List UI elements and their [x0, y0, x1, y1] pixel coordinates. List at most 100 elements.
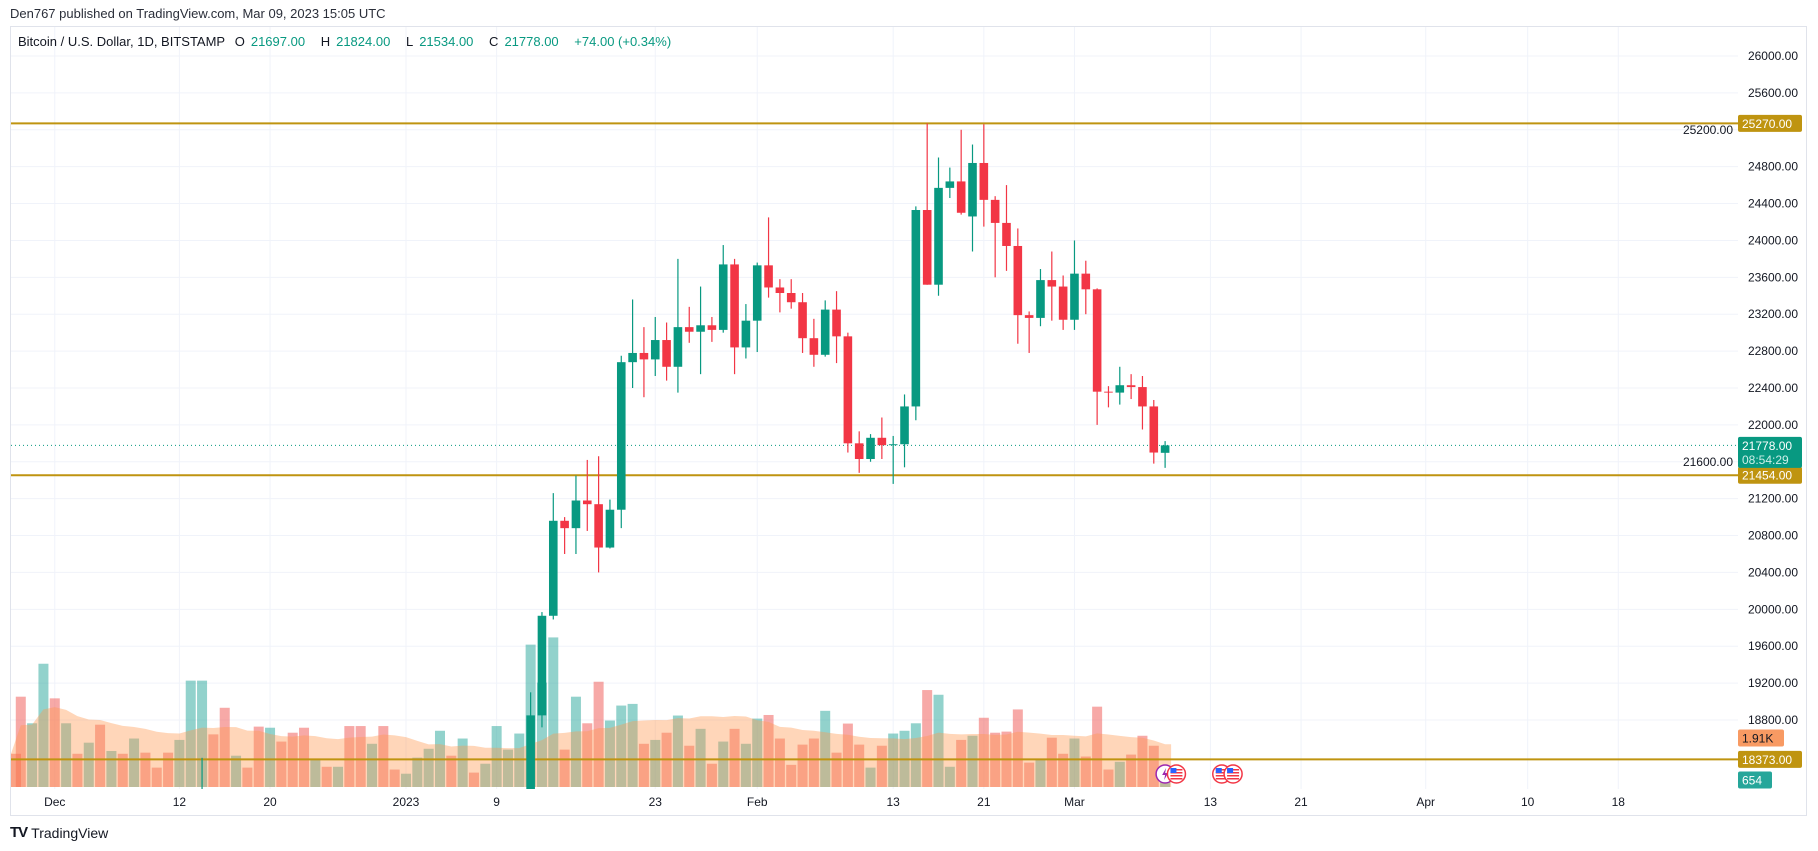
candle-body	[673, 327, 683, 367]
volume-bar	[208, 734, 219, 787]
x-tick-label: 21	[1294, 795, 1308, 809]
chart-frame	[10, 26, 1807, 816]
volume-bar	[752, 718, 763, 787]
candle-body	[616, 362, 626, 510]
time-axis[interactable]: Dec 12 20 2023 9 23 Feb 13 21 Mar 13 21 Apr 10 18	[44, 795, 1625, 809]
candle	[764, 217, 773, 298]
volume-bar	[38, 663, 49, 787]
candle-body	[639, 352, 649, 360]
open-value: 21697.00	[250, 34, 306, 49]
candle	[741, 304, 751, 359]
symbol-name[interactable]: Bitcoin / U.S. Dollar, 1D, BITSTAMP	[18, 34, 226, 49]
candle-body	[730, 264, 739, 348]
x-tick-label: Mar	[1064, 795, 1085, 809]
candle	[707, 316, 717, 342]
y-tick-label: 19200.00	[1748, 676, 1798, 690]
us-flag-event-icon[interactable]	[1223, 764, 1243, 784]
volume-bar	[797, 744, 808, 787]
flag-stripe	[1215, 775, 1228, 777]
candle-body	[684, 327, 694, 332]
candle	[594, 456, 603, 573]
x-tick-label: 9	[493, 795, 500, 809]
candle	[605, 499, 615, 549]
candle-body	[650, 340, 660, 360]
candle	[877, 417, 887, 460]
volume-ma-label: 1.91K	[1738, 729, 1784, 747]
last-price-label-bg	[1738, 436, 1802, 468]
volume-bar	[219, 707, 230, 787]
x-tick-label: 13	[887, 795, 901, 809]
flag-stripe	[1215, 778, 1228, 780]
volume-bar	[491, 726, 502, 787]
volume-bar	[650, 739, 661, 787]
candle	[582, 459, 592, 531]
volume-bar	[1126, 754, 1137, 787]
candle	[1104, 386, 1113, 408]
x-tick-label: Apr	[1416, 795, 1435, 809]
ohlc-close: C 21778.00	[489, 34, 565, 49]
candle-body	[922, 210, 932, 285]
last-volume-label-text: 654	[1742, 774, 1762, 788]
candle	[1138, 376, 1147, 430]
candle	[718, 245, 728, 333]
x-tick-label: 20	[263, 795, 277, 809]
volume-bar	[763, 714, 774, 787]
candle	[752, 262, 762, 353]
volume-bar	[604, 720, 615, 787]
volume-bar	[842, 723, 853, 787]
volume-bar	[548, 637, 559, 787]
volume-bar	[95, 724, 106, 787]
candle-body	[1058, 286, 1068, 320]
volume-bar	[593, 681, 604, 787]
us-flag-event-icon[interactable]	[1166, 764, 1187, 784]
volume-bar	[197, 680, 208, 787]
tradingview-logo[interactable]: TV TradingView	[10, 824, 108, 841]
x-tick-label: 12	[173, 795, 187, 809]
candle-body	[1081, 273, 1091, 290]
candle-body	[1036, 280, 1045, 318]
candle	[979, 124, 989, 227]
candle-body	[786, 293, 796, 303]
event-badge	[1223, 764, 1243, 784]
volume-bar	[967, 735, 978, 787]
y-tick-label: 20800.00	[1748, 529, 1798, 543]
candle	[990, 196, 1000, 278]
x-tick-label: 23	[649, 795, 663, 809]
volume-bar	[140, 752, 151, 787]
candle-body	[1149, 406, 1159, 453]
candle-body	[1002, 222, 1011, 246]
x-tick-label: 2023	[393, 795, 420, 809]
candle	[650, 316, 660, 377]
level-price-label-bg	[1738, 114, 1802, 132]
x-tick-label: 13	[1204, 795, 1218, 809]
y-tick-label: 26000.00	[1748, 49, 1798, 63]
volume-bar	[536, 682, 547, 787]
volume-bar	[253, 726, 264, 787]
candle-body	[752, 265, 762, 321]
volume-bar	[106, 750, 117, 787]
candle	[820, 300, 830, 357]
candle	[1058, 275, 1068, 330]
y-tick-label: 24000.00	[1748, 233, 1798, 247]
candle-body	[582, 500, 592, 505]
level-price-label-text: 21454.00	[1742, 469, 1792, 483]
candle	[809, 318, 819, 367]
open-label: O	[234, 34, 245, 49]
candle-body	[956, 181, 966, 213]
candle	[1002, 185, 1011, 271]
candle-body	[1092, 289, 1102, 392]
high-value: 21824.00	[336, 34, 391, 49]
candle	[832, 291, 841, 364]
candle-body	[979, 162, 989, 200]
candle	[1070, 240, 1079, 330]
candle	[673, 258, 683, 393]
candle	[945, 167, 955, 199]
candle	[1013, 228, 1023, 344]
candle-body	[809, 338, 819, 355]
last-price-label-text: 21778.00	[1742, 439, 1792, 453]
level-price-label: 21454.00	[1738, 466, 1802, 484]
price-axis[interactable]: 26000.00 25600.00 25200.00 24800.00 24400.00…	[1683, 49, 1802, 789]
volume-bar	[83, 742, 94, 787]
ohlc-open: O 21697.00	[235, 34, 311, 49]
